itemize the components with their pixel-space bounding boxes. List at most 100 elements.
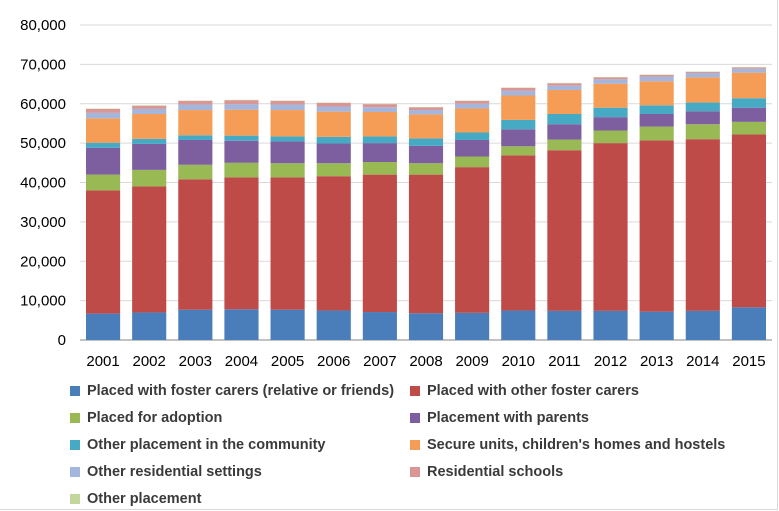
bar-segment	[316, 176, 351, 311]
bar-segment	[224, 140, 259, 163]
legend-swatch	[70, 413, 80, 423]
legend-item: Other residential settings	[70, 464, 262, 480]
bar-segment	[685, 124, 720, 140]
bar-segment	[316, 106, 351, 112]
bar-segment	[593, 143, 628, 311]
legend-swatch	[70, 467, 80, 477]
y-tick-label: 60,000	[20, 96, 66, 113]
bar-segment	[731, 307, 767, 340]
bar-segment	[178, 100, 213, 105]
legend-swatch	[410, 467, 420, 477]
bar-segment	[547, 113, 582, 125]
bar-segment	[685, 71, 720, 74]
bar-segment	[85, 147, 121, 175]
legend-swatch	[410, 386, 420, 396]
bar-segment	[501, 310, 536, 340]
bar-segment	[408, 174, 444, 314]
bar-segment	[408, 145, 444, 164]
bar-segment	[501, 129, 536, 147]
bar-segment	[593, 130, 628, 144]
bar-segment	[731, 68, 767, 73]
x-tick-label: 2012	[594, 353, 627, 370]
bar-segment	[178, 135, 213, 140]
legend-item: Other placement in the community	[70, 437, 326, 453]
bar-segment	[547, 89, 582, 114]
x-tick-label: 2014	[686, 353, 719, 370]
x-tick-label: 2003	[179, 353, 212, 370]
bar-segment	[593, 310, 628, 340]
legend-item: Residential schools	[410, 464, 563, 480]
bar-segment	[547, 85, 582, 90]
bar-segment	[408, 114, 444, 139]
bar-segment	[224, 100, 259, 105]
x-tick-label: 2010	[502, 353, 535, 370]
bar-segment	[132, 105, 167, 109]
bar-segment	[316, 111, 351, 137]
y-tick-label: 0	[58, 332, 66, 349]
bar-segment	[408, 313, 444, 340]
legend-label: Placed with foster carers (relative or f…	[87, 383, 395, 399]
bar-segment	[501, 119, 536, 130]
bar-segment	[455, 139, 490, 157]
bar-segment	[85, 112, 121, 119]
bar-segment	[270, 177, 305, 310]
x-tick-label: 2007	[363, 353, 396, 370]
bar-segment	[639, 113, 674, 127]
bar-segment	[639, 76, 674, 82]
bar-segment	[731, 107, 767, 122]
legend-swatch	[410, 440, 420, 450]
bar-segment	[455, 108, 490, 133]
bar-segment	[132, 169, 167, 187]
bar-segment	[270, 309, 305, 340]
bar-segment	[224, 309, 259, 340]
bar-segment	[685, 73, 720, 78]
x-tick-label: 2005	[271, 353, 304, 370]
bar-segment	[501, 90, 536, 96]
bar-segment	[408, 163, 444, 175]
legend-label: Residential schools	[427, 464, 564, 480]
x-tick-label: 2004	[225, 353, 258, 370]
bar-segment	[685, 111, 720, 125]
bar-segment	[455, 100, 490, 104]
stacked-bar-chart: 0 10,000 20,000 30,000 40,000 50,000 60,000 70,…	[20, 17, 772, 370]
x-tick-label: 2006	[317, 353, 350, 370]
bar-segment	[593, 117, 628, 131]
y-tick-label: 40,000	[20, 175, 66, 192]
bar-segment	[685, 102, 720, 112]
y-tick-label: 10,000	[20, 293, 66, 310]
bar-segment	[547, 310, 582, 340]
legend-item: Placed for adoption	[70, 410, 222, 426]
x-tick-label: 2011	[548, 353, 580, 370]
bar-segment	[132, 113, 167, 139]
bar-segment	[132, 186, 167, 313]
bar-segment	[362, 112, 397, 137]
legend-swatch	[70, 386, 80, 396]
y-tick-label: 50,000	[20, 135, 66, 152]
bar-segment	[685, 139, 720, 311]
bar-segment	[455, 167, 490, 313]
bar-segment	[132, 143, 167, 170]
bar-segment	[547, 83, 582, 86]
x-tick-label: 2002	[133, 353, 166, 370]
bar-segment	[362, 104, 397, 108]
y-tick-label: 70,000	[20, 56, 66, 73]
bar-segment	[178, 139, 213, 165]
legend-swatch	[410, 413, 420, 423]
bar-segment	[178, 164, 213, 180]
bar-segment	[224, 135, 259, 141]
legend-swatch	[70, 440, 80, 450]
y-tick-label: 80,000	[20, 17, 66, 34]
bar-segment	[85, 142, 121, 148]
bar-segment	[501, 155, 536, 311]
legend-swatch	[70, 494, 80, 504]
bar-segment	[731, 72, 767, 99]
bar-segment	[547, 150, 582, 311]
bar-segment	[408, 110, 444, 115]
bar-segment	[132, 312, 167, 340]
bar-segment	[362, 136, 397, 144]
bar-segment	[639, 311, 674, 340]
bar-segment	[85, 118, 121, 143]
bar-segment	[132, 108, 167, 114]
bar-segment	[455, 312, 490, 340]
